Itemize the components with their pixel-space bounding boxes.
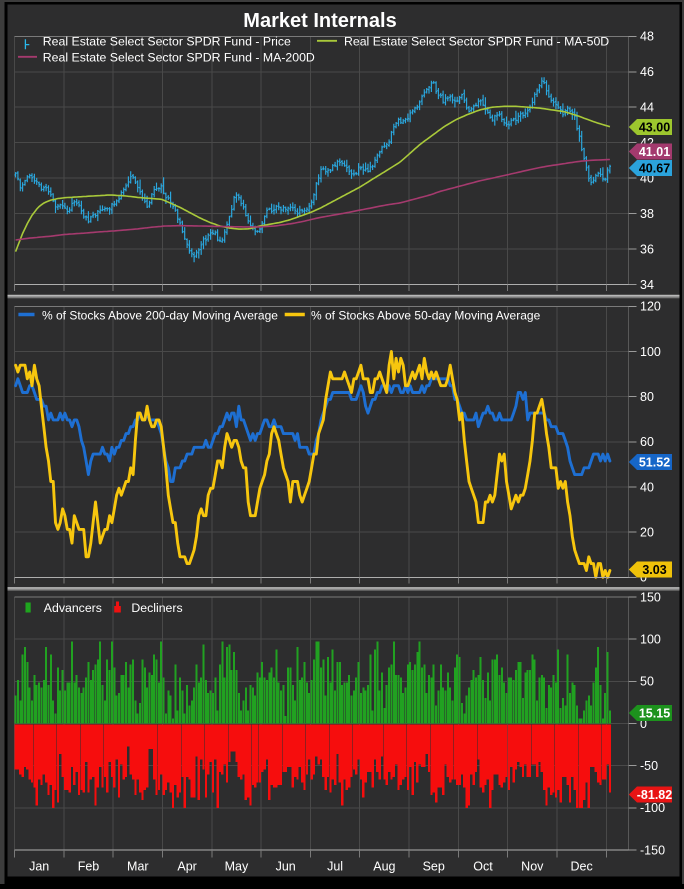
svg-text:Jun: Jun [276,860,296,874]
svg-text:60: 60 [640,435,654,449]
svg-text:Aug: Aug [373,860,395,874]
svg-text:Real Estate Select Sector SPDR: Real Estate Select Sector SPDR Fund - Pr… [43,34,291,48]
svg-text:150: 150 [640,590,661,604]
svg-text:Dec: Dec [570,860,592,874]
svg-text:120: 120 [640,300,661,314]
svg-text:20: 20 [640,525,654,539]
svg-text:Jan: Jan [29,860,49,874]
svg-text:Feb: Feb [78,860,100,874]
svg-text:Real Estate Select Sector SPDR: Real Estate Select Sector SPDR Fund - MA… [344,34,609,48]
svg-text:50: 50 [640,675,654,689]
svg-text:0: 0 [640,717,647,731]
svg-text:100: 100 [640,633,661,647]
svg-text:% of Stocks Above 50-day Movin: % of Stocks Above 50-day Moving Average [311,308,541,322]
svg-text:Decliners: Decliners [131,601,182,615]
svg-text:46: 46 [640,65,654,79]
svg-text:48: 48 [640,30,654,44]
svg-text:Apr: Apr [177,860,196,874]
svg-text:34: 34 [640,278,654,292]
svg-text:Nov: Nov [521,860,544,874]
svg-text:-150: -150 [640,843,665,857]
svg-text:Jul: Jul [327,860,343,874]
svg-text:% of Stocks Above 200-day Movi: % of Stocks Above 200-day Moving Average [42,308,278,322]
svg-text:40: 40 [640,480,654,494]
svg-text:15.15: 15.15 [639,706,670,720]
svg-text:0: 0 [640,571,647,585]
svg-text:80: 80 [640,390,654,404]
svg-text:40.67: 40.67 [639,161,670,175]
svg-text:Sep: Sep [423,860,445,874]
svg-text:41.01: 41.01 [639,145,670,159]
svg-text:-81.82: -81.82 [637,788,672,802]
svg-text:Advancers: Advancers [44,601,102,615]
svg-text:-50: -50 [640,759,658,773]
svg-text:38: 38 [640,207,654,221]
svg-text:Mar: Mar [127,860,149,874]
svg-text:43.00: 43.00 [639,120,670,134]
svg-text:Oct: Oct [473,860,493,874]
svg-text:May: May [225,860,249,874]
svg-text:Real Estate Select Sector SPDR: Real Estate Select Sector SPDR Fund - MA… [43,50,315,64]
svg-text:51.52: 51.52 [639,455,670,469]
svg-text:36: 36 [640,242,654,256]
svg-text:44: 44 [640,101,654,115]
svg-text:Market Internals: Market Internals [243,10,396,32]
svg-text:3.03: 3.03 [642,563,666,577]
svg-text:100: 100 [640,345,661,359]
svg-text:-100: -100 [640,801,665,815]
